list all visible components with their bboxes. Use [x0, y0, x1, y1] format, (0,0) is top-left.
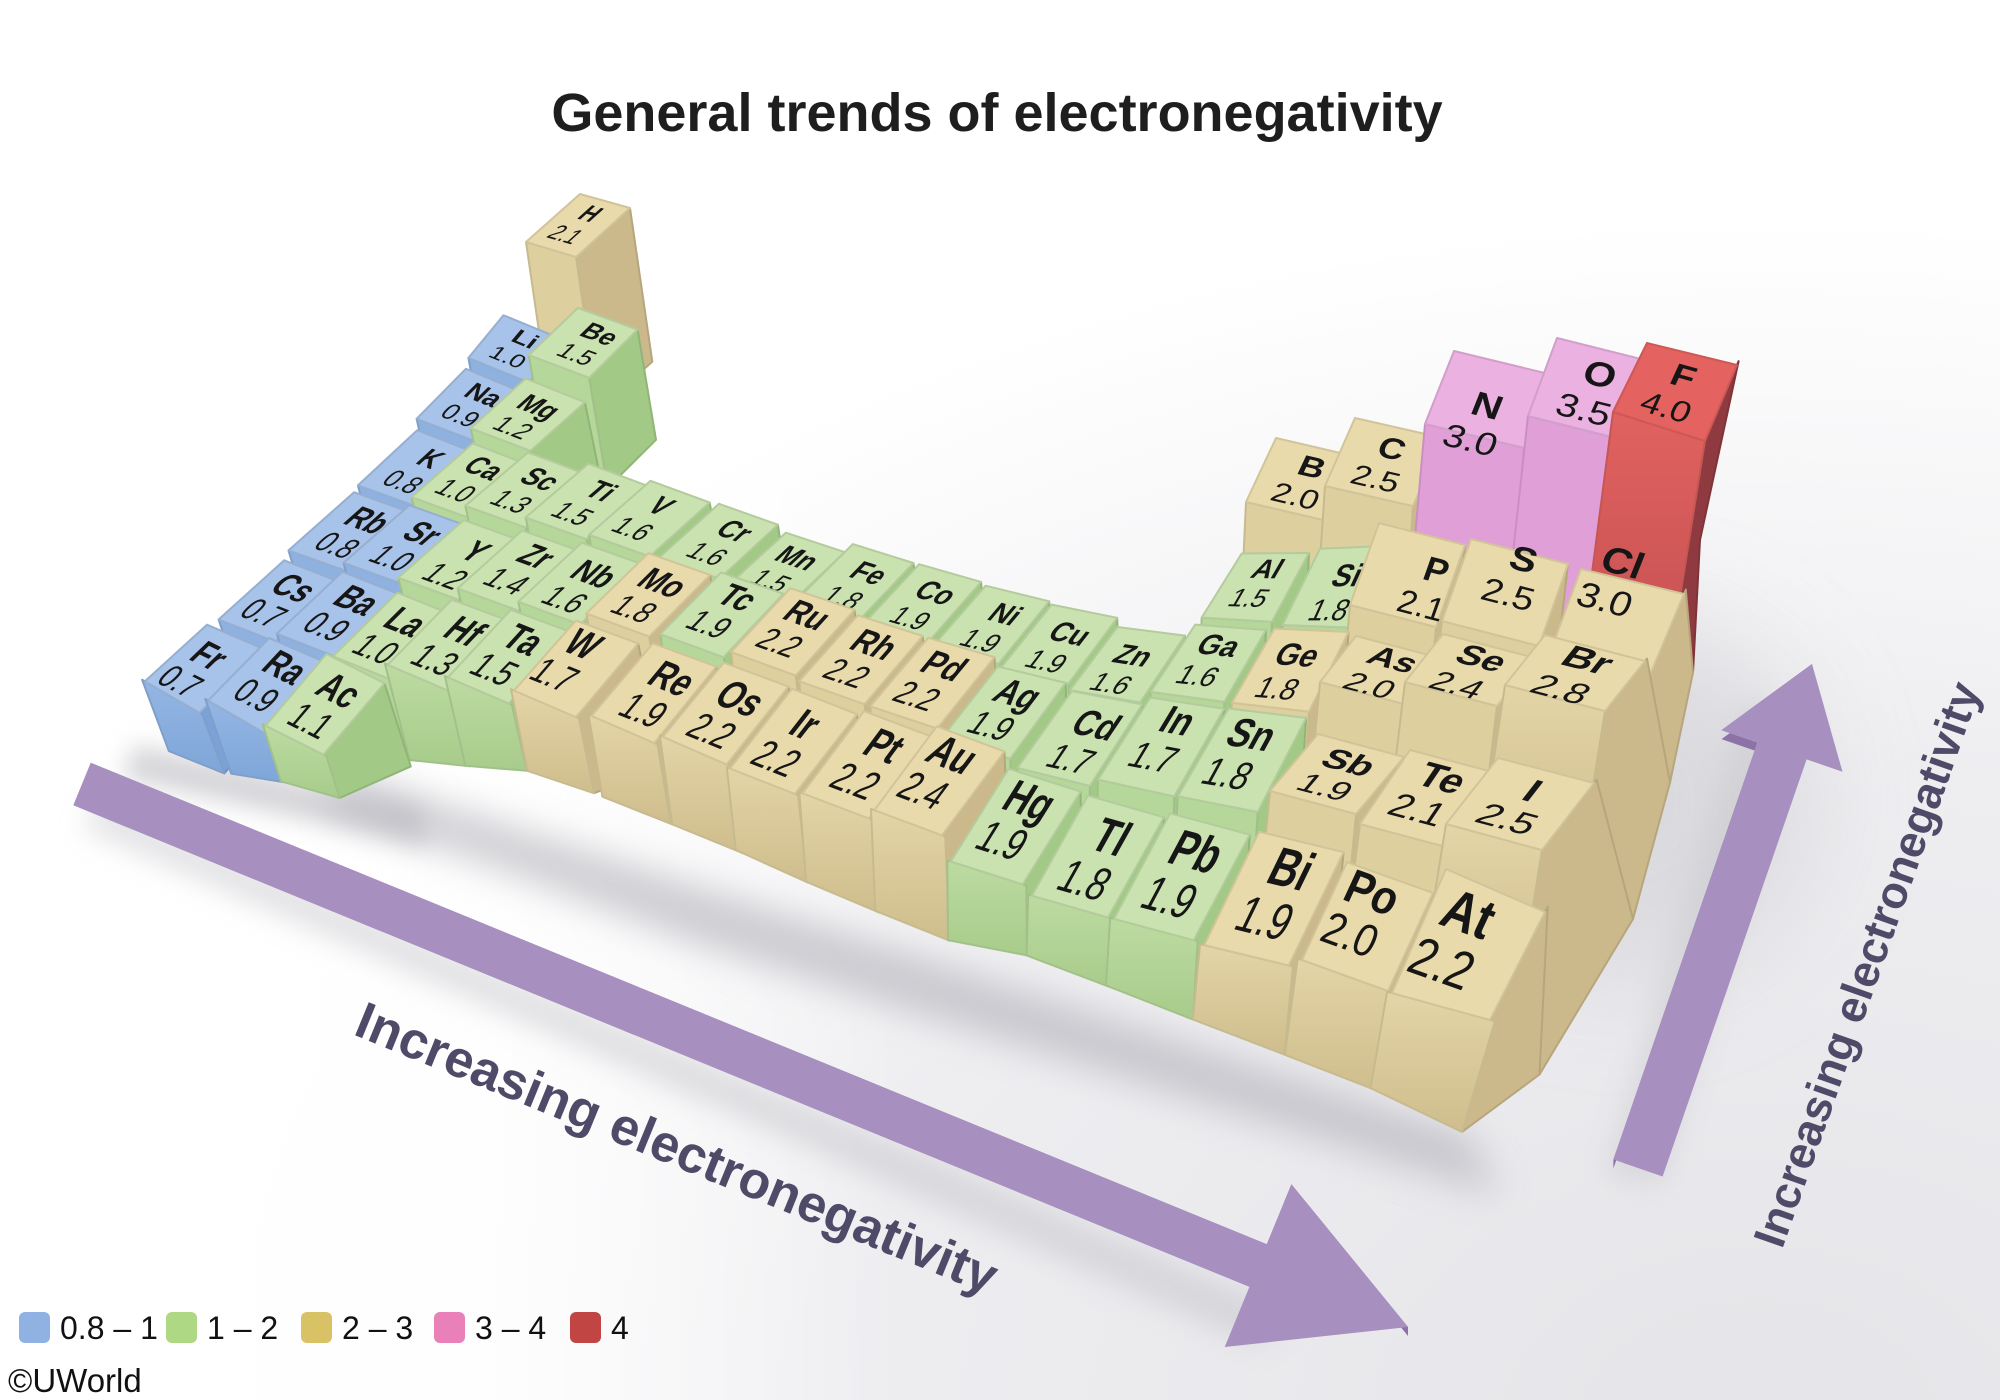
svg-text:2 – 3: 2 – 3	[342, 1310, 413, 1346]
svg-text:©UWorld: ©UWorld	[8, 1362, 142, 1399]
svg-text:General trends of electronegat: General trends of electronegativity	[551, 83, 1442, 143]
svg-text:4: 4	[611, 1310, 629, 1346]
svg-text:3 – 4: 3 – 4	[475, 1310, 546, 1346]
svg-text:0.8 – 1: 0.8 – 1	[60, 1310, 158, 1346]
svg-text:1 – 2: 1 – 2	[207, 1310, 278, 1346]
